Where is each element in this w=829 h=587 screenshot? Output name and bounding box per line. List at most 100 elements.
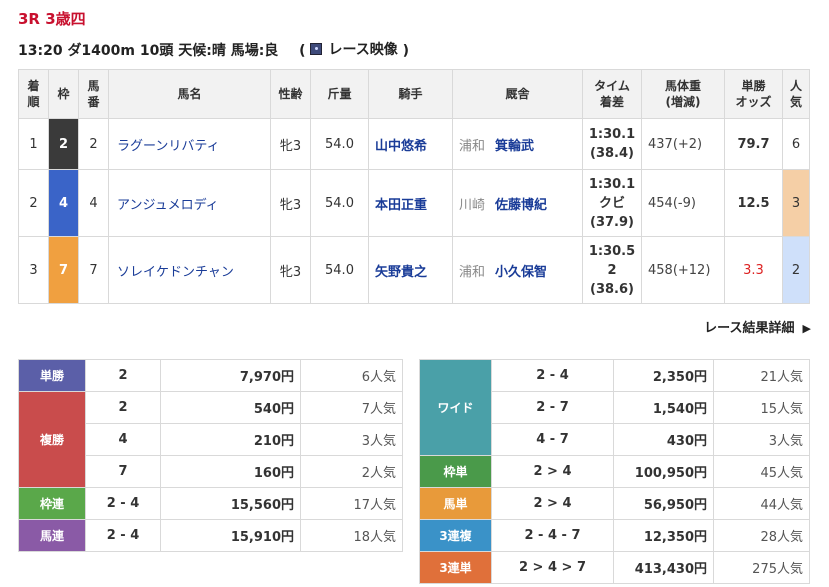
- trainer-affiliation: 浦和: [459, 138, 486, 154]
- horse-number: 2: [78, 118, 109, 170]
- payout-row-umatan: 馬単 2 > 4 56,950円 44人気: [419, 487, 810, 520]
- trainer-cell: 川崎 佐藤博紀: [452, 169, 583, 237]
- payout-row-fukusho: 4 210円 3人気: [19, 423, 403, 456]
- horse-name-link[interactable]: アンジュメロディ: [108, 169, 271, 237]
- bet-type-fukusho: 複勝: [18, 391, 86, 488]
- video-icon: [310, 43, 323, 55]
- bet-type-tansho: 単勝: [18, 359, 86, 392]
- bet-type-wakutan: 枠単: [419, 455, 492, 488]
- horse-number: 4: [78, 169, 109, 237]
- body-weight: 454(-9): [641, 169, 725, 237]
- payout-table-right: ワイド 2 - 4 2,350円 21人気 2 - 7 1,540円 15人気 …: [419, 359, 810, 584]
- trainer-affiliation: 川崎: [459, 197, 486, 213]
- race-result-detail-link[interactable]: レース結果詳細 ▶: [704, 317, 811, 336]
- col-sexage: 性齢: [270, 69, 311, 119]
- payout-row-wide: 4 - 7 430円 3人気: [420, 423, 810, 456]
- body-weight: 458(+12): [641, 236, 725, 304]
- payout-combo: 2: [85, 391, 161, 424]
- waku-badge: 2: [48, 118, 79, 170]
- payout-combo: 4: [85, 423, 161, 456]
- race-title: 3R 3歳四: [18, 10, 86, 28]
- payout-amount: 7,970円: [160, 359, 301, 392]
- payout-amount: 15,910円: [160, 519, 301, 552]
- payout-amount: 540円: [160, 391, 301, 424]
- win-odds: 79.7: [724, 118, 783, 170]
- col-time: タイム 着差: [582, 69, 642, 119]
- win-odds: 12.5: [724, 169, 783, 237]
- bet-type-sanrenpuku: 3連複: [419, 519, 492, 552]
- payout-popularity: 45人気: [713, 455, 810, 488]
- race-conditions: 13:20 ダ1400m 10頭 天候:晴 馬場:良: [18, 43, 279, 59]
- jockey-link[interactable]: 本田正重: [368, 169, 453, 237]
- trainer-affiliation: 浦和: [459, 264, 486, 280]
- sex-age: 牝3: [270, 118, 311, 170]
- payout-popularity: 7人気: [300, 391, 403, 424]
- payout-popularity: 275人気: [713, 551, 810, 584]
- bet-type-wide: ワイド: [419, 359, 492, 456]
- payout-combo: 7: [85, 455, 161, 488]
- payout-combo: 2 > 4 > 7: [491, 551, 614, 584]
- trainer-cell: 浦和 小久保智: [452, 236, 583, 304]
- waku-badge: 7: [48, 236, 79, 304]
- payout-amount: 56,950円: [613, 487, 714, 520]
- payout-combo: 2: [85, 359, 161, 392]
- col-trainer: 厩舎: [452, 69, 583, 119]
- horse-name-link[interactable]: ソレイケドンチャン: [108, 236, 271, 304]
- rank: 2: [18, 169, 49, 237]
- table-row: 1 2 2 ラグーンリバティ 牝3 54.0 山中悠希 浦和 箕輪武 1:30.1…: [18, 118, 810, 170]
- time-cell: 1:30.1 クビ (37.9): [582, 169, 642, 237]
- popularity: 6: [782, 118, 810, 170]
- triangle-right-icon: ▶: [802, 322, 811, 335]
- jockey-link[interactable]: 矢野貴之: [368, 236, 453, 304]
- sex-age: 牝3: [270, 236, 311, 304]
- race-info: 13:20 ダ1400m 10頭 天候:晴 馬場:良 ( レース映像 ): [18, 39, 409, 60]
- rank: 1: [18, 118, 49, 170]
- race-video-label: レース映像: [328, 42, 398, 58]
- payout-popularity: 28人気: [713, 519, 810, 552]
- race-video-link[interactable]: レース映像: [310, 39, 398, 59]
- payout-row-wide: 2 - 7 1,540円 15人気: [420, 391, 810, 424]
- payout-row-wakuren: 枠連 2 - 4 15,560円 17人気: [18, 487, 403, 520]
- time-cell: 1:30.1 (38.4): [582, 118, 642, 170]
- sex-age: 牝3: [270, 169, 311, 237]
- jockey-link[interactable]: 山中悠希: [368, 118, 453, 170]
- payout-row-fukusho: 7 160円 2人気: [19, 455, 403, 488]
- payout-popularity: 3人気: [713, 423, 810, 456]
- payout-row-umaren: 馬連 2 - 4 15,910円 18人気: [18, 519, 403, 552]
- payout-combo: 4 - 7: [491, 423, 614, 456]
- col-rank: 着順: [18, 69, 49, 119]
- trainer-link[interactable]: 箕輪武: [495, 138, 535, 154]
- payout-amount: 413,430円: [613, 551, 714, 584]
- bet-type-sanrentan: 3連単: [419, 551, 492, 584]
- horse-number: 7: [78, 236, 109, 304]
- video-paren-open: (: [299, 43, 306, 59]
- col-odds: 単勝 オッズ: [724, 69, 783, 119]
- payout-amount: 160円: [160, 455, 301, 488]
- payout-row-wide: ワイド 2 - 4 2,350円 21人気: [419, 359, 810, 456]
- horse-name-link[interactable]: ラグーンリバティ: [108, 118, 271, 170]
- time-cell: 1:30.5 2 (38.6): [582, 236, 642, 304]
- payout-amount: 430円: [613, 423, 714, 456]
- col-pop: 人気: [782, 69, 810, 119]
- payout-row-wakutan: 枠単 2 > 4 100,950円 45人気: [419, 455, 810, 488]
- col-waku: 枠: [48, 69, 79, 119]
- weight-carried: 54.0: [310, 236, 369, 304]
- payout-combo: 2 > 4: [491, 455, 614, 488]
- trainer-link[interactable]: 佐藤博紀: [495, 197, 548, 213]
- payout-combo: 2 > 4: [491, 487, 614, 520]
- video-paren-close: ): [402, 43, 410, 59]
- bet-type-umatan: 馬単: [419, 487, 492, 520]
- col-num: 馬番: [78, 69, 109, 119]
- trainer-link[interactable]: 小久保智: [495, 264, 548, 280]
- payout-amount: 12,350円: [613, 519, 714, 552]
- results-table: 着順 枠 馬番 馬名 性齢 斤量 騎手 厩舎 タイム 着差 馬体重 (増減) 単勝オ…: [18, 69, 810, 304]
- bet-type-umaren: 馬連: [18, 519, 86, 552]
- payout-row-sanrentan: 3連単 2 > 4 > 7 413,430円 275人気: [419, 551, 810, 584]
- col-jockey: 騎手: [368, 69, 453, 119]
- table-row: 3 7 7 ソレイケドンチャン 牝3 54.0 矢野貴之 浦和 小久保智 1:30…: [18, 236, 810, 304]
- payout-combo: 2 - 4 - 7: [491, 519, 614, 552]
- payout-amount: 100,950円: [613, 455, 714, 488]
- payout-popularity: 17人気: [300, 487, 403, 520]
- bet-type-wakuren: 枠連: [18, 487, 86, 520]
- payout-amount: 2,350円: [613, 359, 714, 392]
